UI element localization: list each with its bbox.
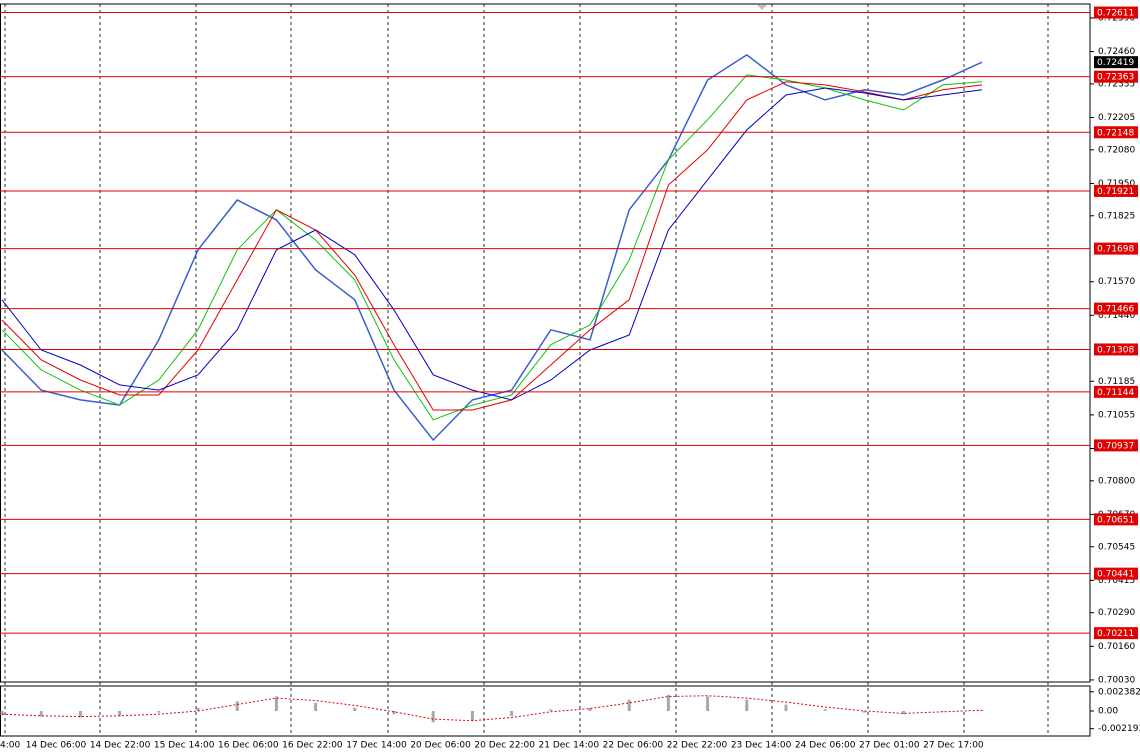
level-label: 0.72611 — [1097, 9, 1134, 19]
y-tick-label: 0.71825 — [1098, 211, 1135, 221]
histogram-bar — [706, 696, 710, 711]
histogram-bar — [274, 696, 278, 711]
level-tag — [1094, 6, 1138, 19]
x-tick-label: 16 Dec 22:00 — [282, 741, 343, 751]
level-label: 0.70211 — [1097, 629, 1134, 639]
main-panel-frame — [0, 3, 1091, 683]
histogram-bar — [588, 707, 592, 711]
x-tick-label: 17 Dec 14:00 — [346, 741, 407, 751]
level-tag — [1094, 439, 1138, 452]
price-line — [1, 74, 983, 421]
level-label: 0.71308 — [1097, 345, 1134, 355]
histogram-bar — [823, 709, 827, 711]
y-tick-label: 0.70030 — [1098, 675, 1135, 685]
histogram-bar — [235, 701, 239, 711]
level-label: 0.71921 — [1097, 187, 1134, 197]
x-tick-label: 27 Dec 17:00 — [923, 741, 984, 751]
level-tag — [1094, 302, 1138, 315]
level-tag — [1094, 126, 1138, 139]
level-label: 0.70651 — [1097, 515, 1134, 525]
histogram-bar — [745, 699, 749, 711]
level-tag — [1094, 385, 1138, 398]
histogram-bar — [941, 711, 945, 712]
current-price-label: 0.72419 — [1097, 58, 1134, 68]
x-tick-label: 22 Dec 22:00 — [667, 741, 728, 751]
histogram-bar — [196, 707, 200, 711]
x-tick-label: 14 Dec 22:00 — [90, 741, 151, 751]
histogram-bar — [353, 707, 357, 711]
x-tick-label: 20 Dec 22:00 — [474, 741, 535, 751]
level-tag — [1094, 567, 1138, 580]
histogram-bar — [431, 711, 435, 723]
level-label: 0.71144 — [1097, 388, 1134, 398]
level-label: 0.70937 — [1097, 441, 1134, 451]
y-tick-label: 0.71950 — [1098, 179, 1135, 189]
y-tick-label: 0.70545 — [1098, 542, 1135, 552]
level-label: 0.72148 — [1097, 128, 1134, 138]
y-tick-label: 0.70800 — [1098, 476, 1135, 486]
level-tag — [1094, 242, 1138, 255]
x-tick-label: 21 Dec 14:00 — [539, 741, 600, 751]
y-tick-label: 0.72335 — [1098, 79, 1135, 89]
x-tick-label: 24 Dec 06:00 — [795, 741, 856, 751]
shift-marker — [757, 5, 767, 10]
x-tick-label: 22 Dec 06:00 — [603, 741, 664, 751]
y-tick-label: -0.002193 — [1098, 724, 1140, 734]
y-tick-label: 0.71185 — [1098, 377, 1135, 387]
y-tick-label: 0.71440 — [1098, 311, 1135, 321]
y-tick-label: 0.71570 — [1098, 277, 1135, 287]
histogram-bar — [784, 704, 788, 711]
histogram-bar — [470, 711, 474, 721]
y-tick-label: 0.002382 — [1098, 687, 1140, 697]
x-tick-label: 14 Dec 06:00 — [26, 741, 87, 751]
signal-line — [1, 695, 983, 722]
y-tick-label: 0.70290 — [1098, 608, 1135, 618]
histogram-bar — [39, 711, 43, 717]
histogram-bar — [862, 711, 866, 713]
histogram-bar — [157, 711, 161, 713]
level-tag — [1094, 513, 1138, 526]
histogram-bar — [510, 711, 514, 716]
y-tick-label: 0.70415 — [1098, 576, 1135, 586]
level-tag — [1094, 70, 1138, 83]
x-tick-label: 27 Dec 01:00 — [859, 741, 920, 751]
y-tick-label: 0.71055 — [1098, 410, 1135, 420]
histogram-bar — [902, 711, 906, 715]
level-tag — [1094, 627, 1138, 640]
price-line — [1, 87, 983, 401]
level-label: 0.71466 — [1097, 305, 1134, 315]
histogram-bar — [78, 711, 82, 718]
histogram-bar — [666, 694, 670, 711]
histogram-bar — [118, 711, 122, 716]
level-label: 0.70441 — [1097, 570, 1134, 580]
level-tag — [1094, 184, 1138, 197]
histogram-bar — [627, 699, 631, 711]
histogram-bar — [0, 711, 4, 716]
y-tick-label: 0.72205 — [1098, 113, 1135, 123]
level-tag — [1094, 343, 1138, 356]
histogram-bar — [392, 711, 396, 715]
x-tick-label: 4:00 — [0, 741, 20, 751]
level-label: 0.72363 — [1097, 73, 1134, 83]
x-tick-label: 20 Dec 06:00 — [410, 741, 471, 751]
y-tick-label: 0.72080 — [1098, 145, 1135, 155]
level-label: 0.71698 — [1097, 245, 1134, 255]
current-price-tag — [1094, 56, 1138, 69]
y-tick-label: 0.70160 — [1098, 642, 1135, 652]
x-tick-label: 16 Dec 06:00 — [218, 741, 279, 751]
y-tick-label: 0.72460 — [1098, 47, 1135, 57]
histogram-bar — [314, 702, 318, 711]
x-tick-label: 15 Dec 14:00 — [154, 741, 215, 751]
vertical-grid — [4, 4, 1049, 736]
histogram-bar — [549, 709, 553, 711]
y-tick-label: 0.00 — [1098, 707, 1118, 717]
x-tick-label: 23 Dec 14:00 — [731, 741, 792, 751]
